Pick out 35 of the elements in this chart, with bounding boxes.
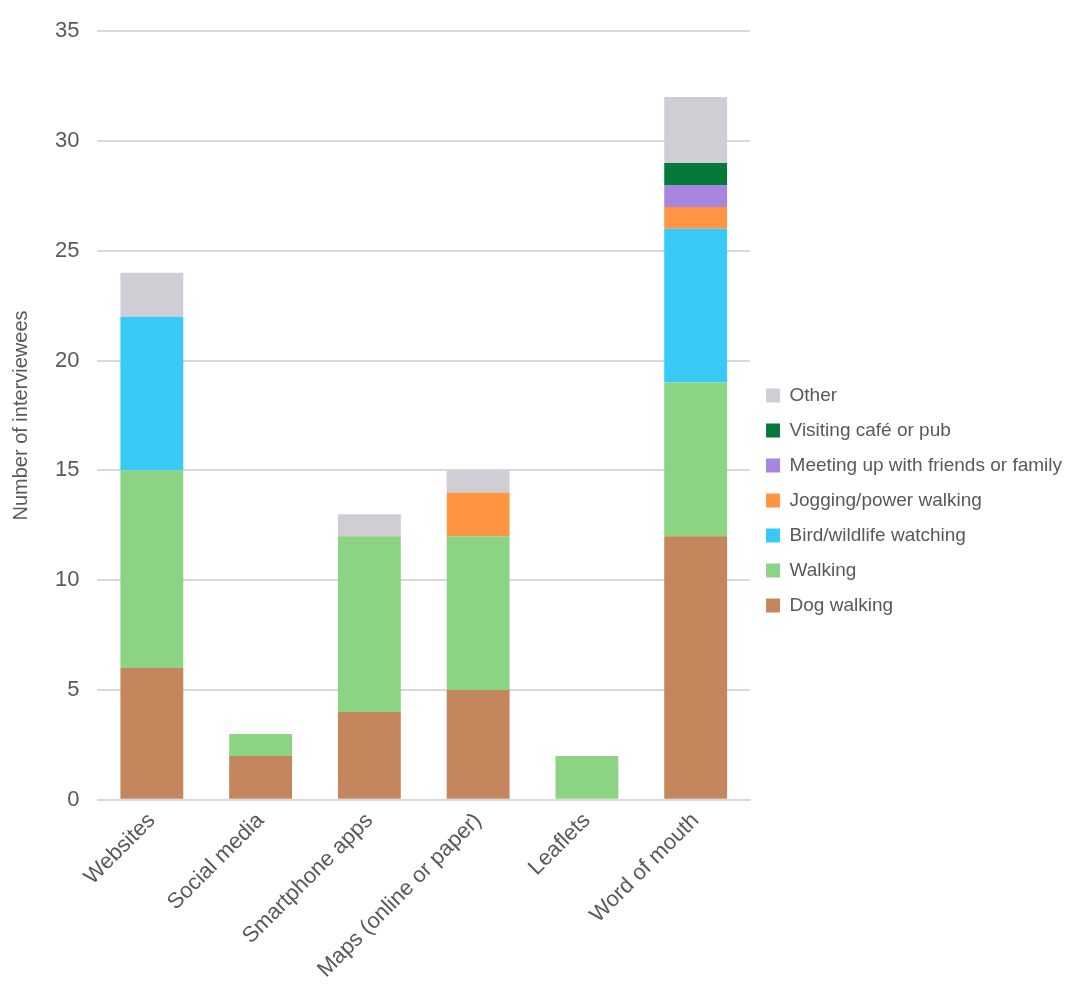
y-tick-label: 25 <box>54 236 80 262</box>
legend-label: Dog walking <box>789 593 894 615</box>
bar <box>229 755 293 799</box>
bar <box>337 536 401 712</box>
y-tick-label: 20 <box>54 346 80 372</box>
legend-label: Visiting café or pub <box>789 418 951 440</box>
bar <box>555 755 619 799</box>
legend-label: Other <box>789 383 838 405</box>
bar <box>664 206 728 229</box>
bar <box>337 711 401 799</box>
y-tick-label: 5 <box>67 676 80 702</box>
y-tick-label: 30 <box>54 127 80 153</box>
bar <box>229 733 293 756</box>
bar <box>664 184 728 207</box>
bar <box>664 536 728 799</box>
legend-label: Meeting up with friends or family <box>789 453 1063 475</box>
bar <box>337 514 401 537</box>
legend-label: Bird/wildlife watching <box>789 523 966 545</box>
bar <box>446 690 510 799</box>
bar <box>120 668 184 799</box>
legend-label: Walking <box>789 558 857 580</box>
bar <box>120 470 184 669</box>
y-tick-label: 35 <box>54 17 80 43</box>
bar <box>120 316 184 471</box>
y-tick-label: 0 <box>67 785 80 811</box>
y-tick-label: 15 <box>54 456 80 482</box>
y-tick-label: 10 <box>54 566 80 592</box>
bar <box>664 228 728 383</box>
y-axis-title: Number of interviewees <box>8 310 31 521</box>
bar <box>446 492 510 537</box>
bar <box>664 162 728 185</box>
legend-label: Jogging/power walking <box>789 488 982 510</box>
bar <box>446 536 510 691</box>
bar <box>120 272 184 317</box>
bar <box>664 382 728 537</box>
